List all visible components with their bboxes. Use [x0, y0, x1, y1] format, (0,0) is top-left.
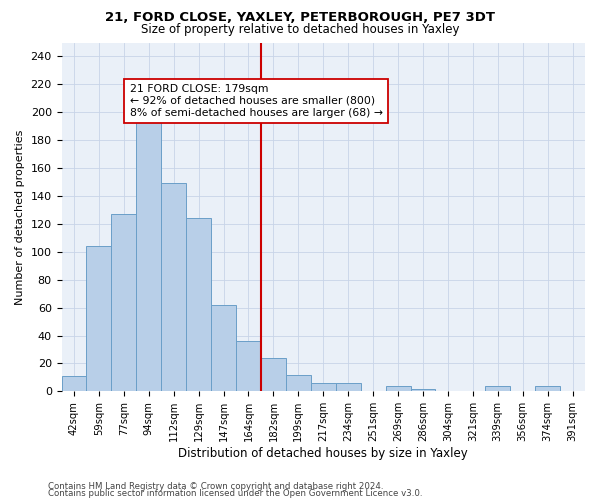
- Text: 21, FORD CLOSE, YAXLEY, PETERBOROUGH, PE7 3DT: 21, FORD CLOSE, YAXLEY, PETERBOROUGH, PE…: [105, 11, 495, 24]
- Bar: [386, 386, 410, 392]
- Bar: [112, 214, 136, 392]
- Text: 21 FORD CLOSE: 179sqm
← 92% of detached houses are smaller (800)
8% of semi-deta: 21 FORD CLOSE: 179sqm ← 92% of detached …: [130, 84, 383, 117]
- Y-axis label: Number of detached properties: Number of detached properties: [15, 129, 25, 304]
- Bar: [161, 184, 186, 392]
- X-axis label: Distribution of detached houses by size in Yaxley: Distribution of detached houses by size …: [178, 447, 468, 460]
- Bar: [62, 376, 86, 392]
- Text: Contains public sector information licensed under the Open Government Licence v3: Contains public sector information licen…: [48, 489, 422, 498]
- Bar: [236, 341, 261, 392]
- Bar: [311, 383, 336, 392]
- Bar: [286, 374, 311, 392]
- Bar: [261, 358, 286, 392]
- Bar: [186, 218, 211, 392]
- Bar: [336, 383, 361, 392]
- Bar: [485, 386, 510, 392]
- Bar: [136, 115, 161, 392]
- Text: Size of property relative to detached houses in Yaxley: Size of property relative to detached ho…: [141, 22, 459, 36]
- Bar: [535, 386, 560, 392]
- Text: Contains HM Land Registry data © Crown copyright and database right 2024.: Contains HM Land Registry data © Crown c…: [48, 482, 383, 491]
- Bar: [86, 246, 112, 392]
- Bar: [410, 388, 436, 392]
- Bar: [211, 305, 236, 392]
